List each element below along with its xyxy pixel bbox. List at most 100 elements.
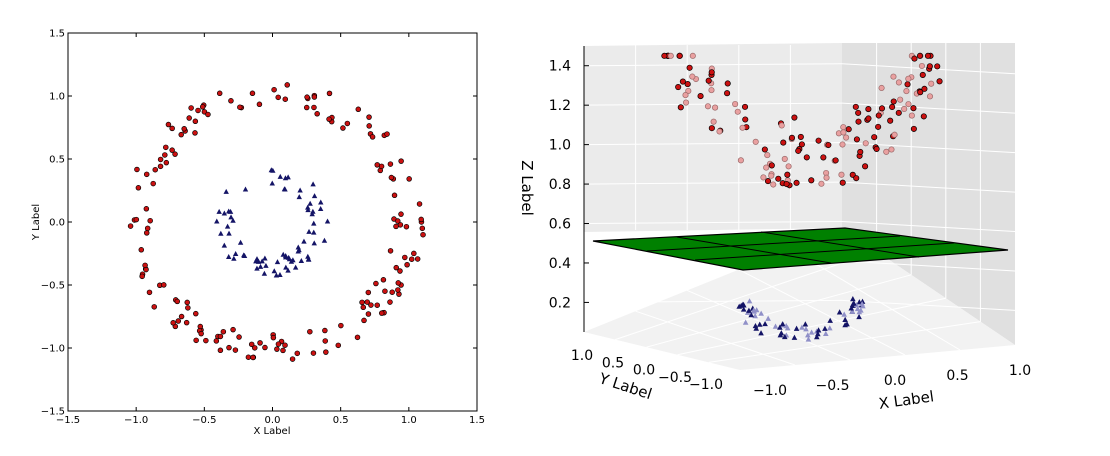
upper-point: [716, 128, 723, 135]
outer-point: [322, 327, 328, 334]
y-tick-label-2d: 0.0: [49, 218, 65, 229]
upper-cluster-points: [661, 52, 943, 189]
inner-point: [241, 252, 247, 258]
upper-point: [865, 106, 872, 113]
x-tick-label-2d: 0.5: [333, 415, 349, 426]
lower-point: [740, 306, 747, 312]
outer-point: [310, 350, 317, 356]
upper-point: [936, 78, 943, 85]
inner-point: [214, 218, 220, 224]
outer-point: [311, 104, 317, 111]
upper-point: [768, 162, 775, 169]
outer-point: [195, 107, 201, 114]
inner-point: [311, 229, 317, 235]
inner-point: [283, 264, 289, 270]
axis-ticks-2d: −1.5−1.5 −1.0 −1.0 −0.5 −0.5 0.0 0.0 0.5 0.5 1.0 1…: [41, 29, 485, 427]
inner-point: [230, 217, 236, 223]
x-tick-label-3d: −1.0: [753, 383, 787, 399]
upper-point: [820, 154, 827, 161]
upper-point: [920, 113, 927, 120]
upper-point: [708, 125, 715, 132]
inner-point: [254, 256, 260, 262]
inner-point: [221, 242, 228, 248]
z-tick-label-3d: 1.0: [549, 138, 571, 154]
upper-point: [818, 180, 825, 187]
upper-point: [764, 152, 771, 159]
outer-point: [419, 225, 426, 232]
outer-point: [138, 247, 145, 253]
outer-point: [378, 310, 385, 316]
upper-point: [908, 112, 915, 119]
lower-point: [765, 315, 771, 321]
outer-point: [270, 334, 277, 341]
floor-gridline: [790, 248, 961, 351]
outer-point: [271, 86, 277, 93]
outer-point: [170, 320, 176, 326]
y-tick-label-3d: 0.0: [633, 363, 655, 379]
outer-point: [175, 318, 182, 324]
inner-point: [305, 253, 311, 259]
outer-point: [169, 147, 175, 153]
inner-point: [296, 194, 302, 200]
outer-point: [354, 334, 361, 341]
lower-point: [753, 325, 760, 331]
outer-point: [391, 192, 398, 199]
outer-point: [359, 299, 365, 306]
upper-point: [697, 93, 704, 100]
x-tick-label-2d: 0.0: [265, 415, 281, 426]
upper-point: [926, 93, 934, 100]
upper-point: [928, 80, 935, 87]
upper-point: [797, 133, 804, 140]
outer-point: [311, 94, 318, 100]
outer-point: [395, 280, 402, 286]
z-axis-label-3d: Z Label: [518, 160, 536, 216]
upper-point: [667, 52, 674, 59]
lower-point: [848, 305, 855, 311]
inner-point: [310, 181, 316, 187]
inner-ring-points: [214, 167, 331, 278]
upper-point: [840, 124, 847, 131]
outer-point: [213, 338, 220, 344]
outer-point: [340, 125, 346, 131]
upper-point: [857, 148, 864, 155]
outer-point: [203, 337, 209, 344]
lower-point: [859, 300, 865, 307]
outer-point: [322, 338, 328, 344]
outer-point: [275, 341, 282, 347]
outer-point: [398, 158, 404, 164]
outer-point: [143, 230, 150, 236]
lower-point: [752, 322, 759, 329]
outer-point: [355, 106, 362, 113]
outer-point: [314, 111, 320, 117]
outer-point: [248, 341, 255, 348]
outer-point: [393, 223, 399, 230]
upper-point: [808, 177, 815, 184]
inner-point: [277, 173, 283, 179]
lower-point: [736, 303, 743, 309]
outer-point: [236, 334, 242, 340]
lower-point: [815, 331, 821, 337]
outer-point: [384, 131, 390, 137]
upper-point: [883, 148, 890, 155]
inner-point: [280, 251, 286, 257]
upper-point: [770, 181, 777, 188]
inner-point: [269, 180, 275, 186]
upper-point: [853, 136, 860, 143]
outer-point: [402, 254, 408, 261]
inner-point: [261, 270, 268, 276]
floor-gridline: [677, 297, 946, 356]
lower-point: [842, 322, 848, 328]
outer-point: [133, 216, 140, 223]
upper-point: [791, 114, 798, 121]
lower-point: [746, 298, 753, 304]
inner-point: [263, 262, 269, 268]
outer-point: [178, 131, 184, 138]
lower-point: [756, 321, 763, 327]
x-tick-label-3d: 0.5: [946, 368, 968, 384]
upper-point: [705, 77, 712, 84]
upper-point: [865, 115, 872, 122]
upper-point: [918, 62, 925, 70]
outer-point: [374, 302, 380, 308]
upper-point: [934, 63, 941, 70]
outer-point: [389, 289, 395, 295]
